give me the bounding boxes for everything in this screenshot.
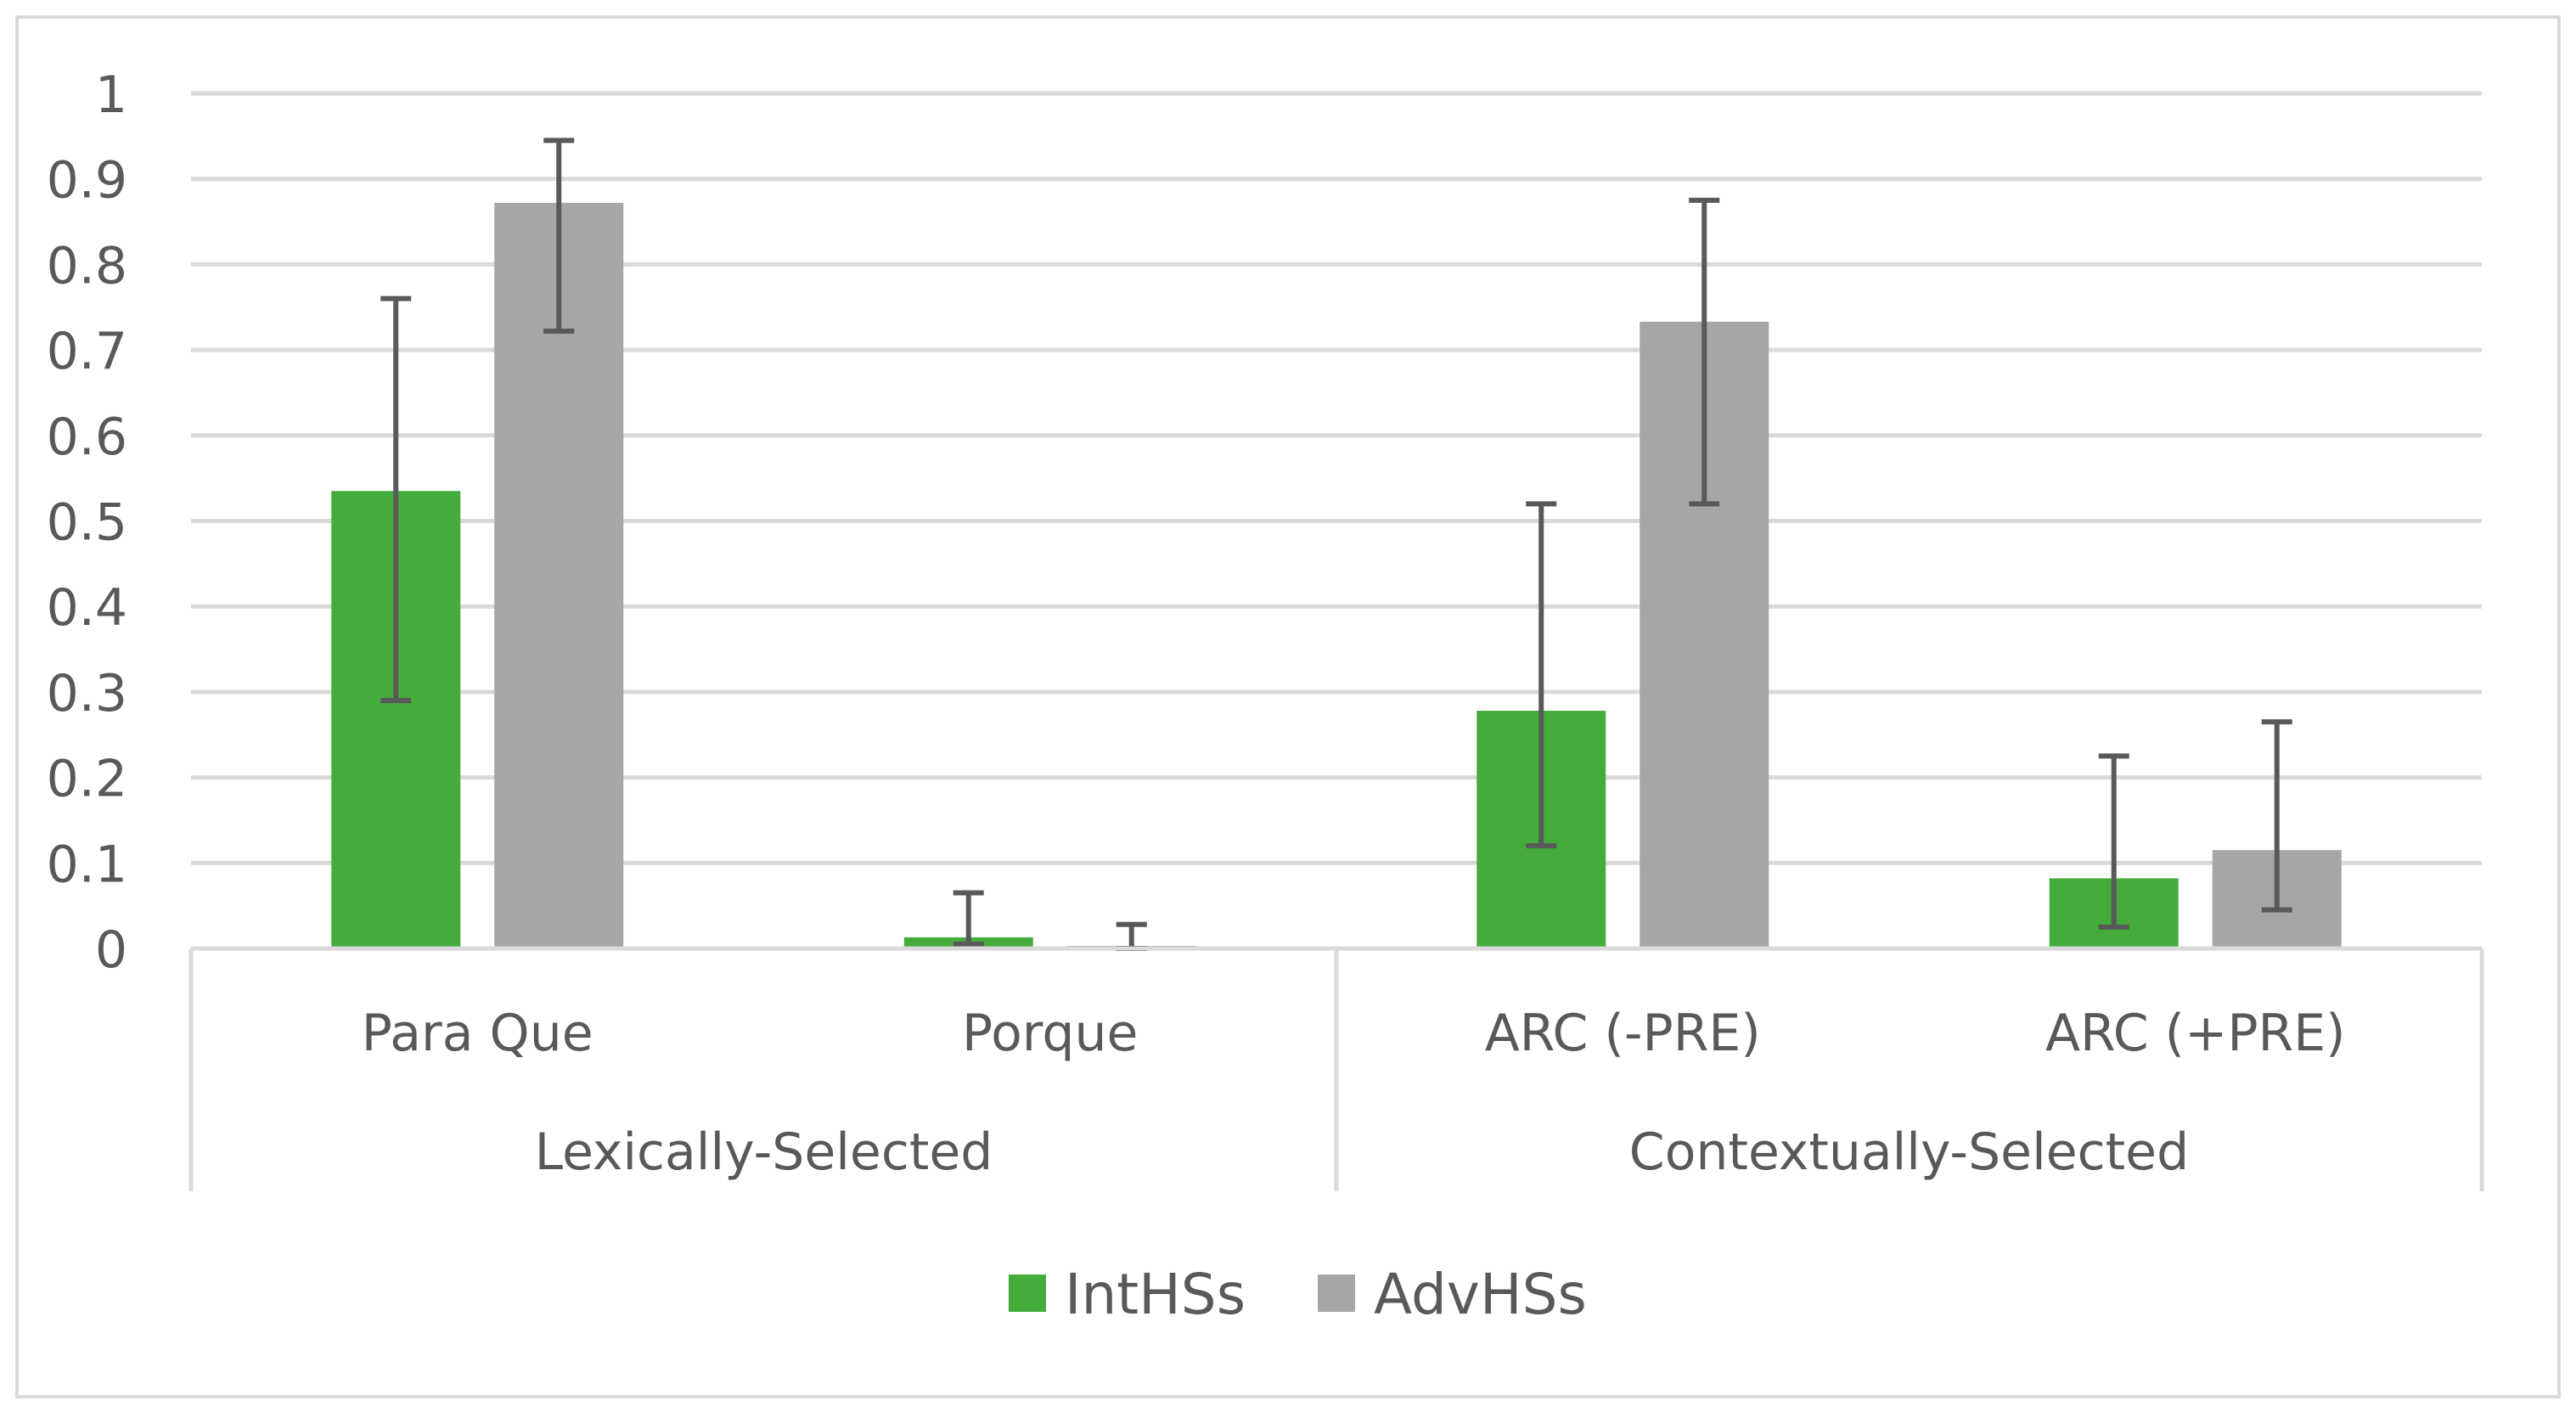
- x-tick-label: ARC (-PRE): [1485, 1004, 1761, 1063]
- y-tick-label: 0: [95, 920, 127, 980]
- group-label: Contextually-Selected: [1629, 1123, 2189, 1182]
- x-tick-label: Para Que: [362, 1004, 593, 1063]
- y-tick-label: 0.5: [47, 493, 127, 553]
- legend: IntHSs AdvHSs: [1009, 1262, 1587, 1327]
- legend-swatch: [1009, 1275, 1046, 1312]
- axes: 0 0.1 0.2 0.3 0.4 0.5 0.6 0.7 0.8 0.9 1 Para Que Por…: [47, 65, 2484, 1191]
- y-tick-label: 0.9: [47, 151, 127, 211]
- y-tick-label: 0.6: [47, 408, 127, 467]
- y-tick-label: 0.7: [47, 322, 127, 381]
- y-tick-label: 0.4: [47, 578, 127, 638]
- x-tick-label: Porque: [962, 1004, 1138, 1063]
- legend-label: AdvHSs: [1374, 1262, 1587, 1327]
- group-label: Lexically-Selected: [535, 1123, 993, 1182]
- y-tick-label: 0.3: [47, 664, 127, 723]
- legend-label: IntHSs: [1065, 1262, 1246, 1327]
- y-tick-label: 0.8: [47, 236, 127, 295]
- y-tick-label: 0.1: [47, 835, 127, 894]
- x-tick-label: ARC (+PRE): [2045, 1004, 2346, 1063]
- y-tick-label: 1: [95, 65, 127, 125]
- legend-swatch: [1318, 1275, 1355, 1312]
- y-tick-label: 0.2: [47, 750, 127, 809]
- error-bars: [380, 138, 2292, 951]
